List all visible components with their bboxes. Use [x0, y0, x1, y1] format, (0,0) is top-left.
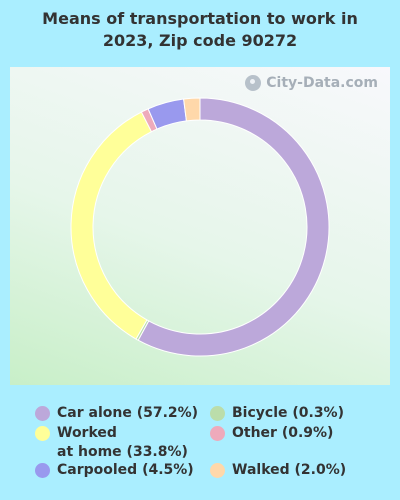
- legend-item-worked-at-home: Worked at home (33.8%): [35, 424, 188, 462]
- legend-label-bicycle: Bicycle (0.3%): [232, 405, 344, 421]
- legend-item-walked: Walked (2.0%): [210, 461, 346, 480]
- legend-label-carpooled: Carpooled (4.5%): [57, 462, 194, 478]
- donut-slice-walked: [183, 97, 201, 122]
- legend-label-walked: Walked (2.0%): [232, 462, 347, 478]
- legend-label-other: Other (0.9%): [232, 425, 334, 441]
- chart-title-line-1: Means of transportation to work in: [42, 9, 358, 28]
- legend-item-carpooled: Carpooled (4.5%): [35, 461, 194, 480]
- legend-swatch-carpooled: [35, 463, 50, 478]
- legend-swatch-walked: [210, 463, 225, 478]
- legend-label-worked-at-home: Worked at home (33.8%): [57, 425, 188, 460]
- donut-chart: [70, 97, 330, 357]
- legend-item-car-alone: Car alone (57.2%): [35, 404, 198, 423]
- watermark-text: City-Data.com: [266, 75, 378, 91]
- chart-title: Means of transportation to work in 2023,…: [0, 8, 400, 52]
- chart-area: City-Data.com: [10, 67, 390, 385]
- legend-item-bicycle: Bicycle (0.3%): [210, 404, 344, 423]
- city-data-logo-icon: [245, 75, 262, 91]
- donut-slice-car-alone: [137, 97, 330, 357]
- legend-swatch-worked-at-home: [35, 426, 50, 441]
- chart-title-line-2: 2023, Zip code 90272: [102, 31, 298, 50]
- legend-swatch-car-alone: [35, 406, 50, 421]
- watermark: City-Data.com: [245, 75, 378, 91]
- legend-label-car-alone: Car alone (57.2%): [57, 405, 199, 421]
- legend-swatch-bicycle: [210, 406, 225, 421]
- legend-item-other: Other (0.9%): [210, 424, 333, 443]
- legend-swatch-other: [210, 426, 225, 441]
- legend: Car alone (57.2%) Worked at home (33.8%) C…: [0, 400, 400, 500]
- donut-slice-worked-at-home: [70, 111, 153, 340]
